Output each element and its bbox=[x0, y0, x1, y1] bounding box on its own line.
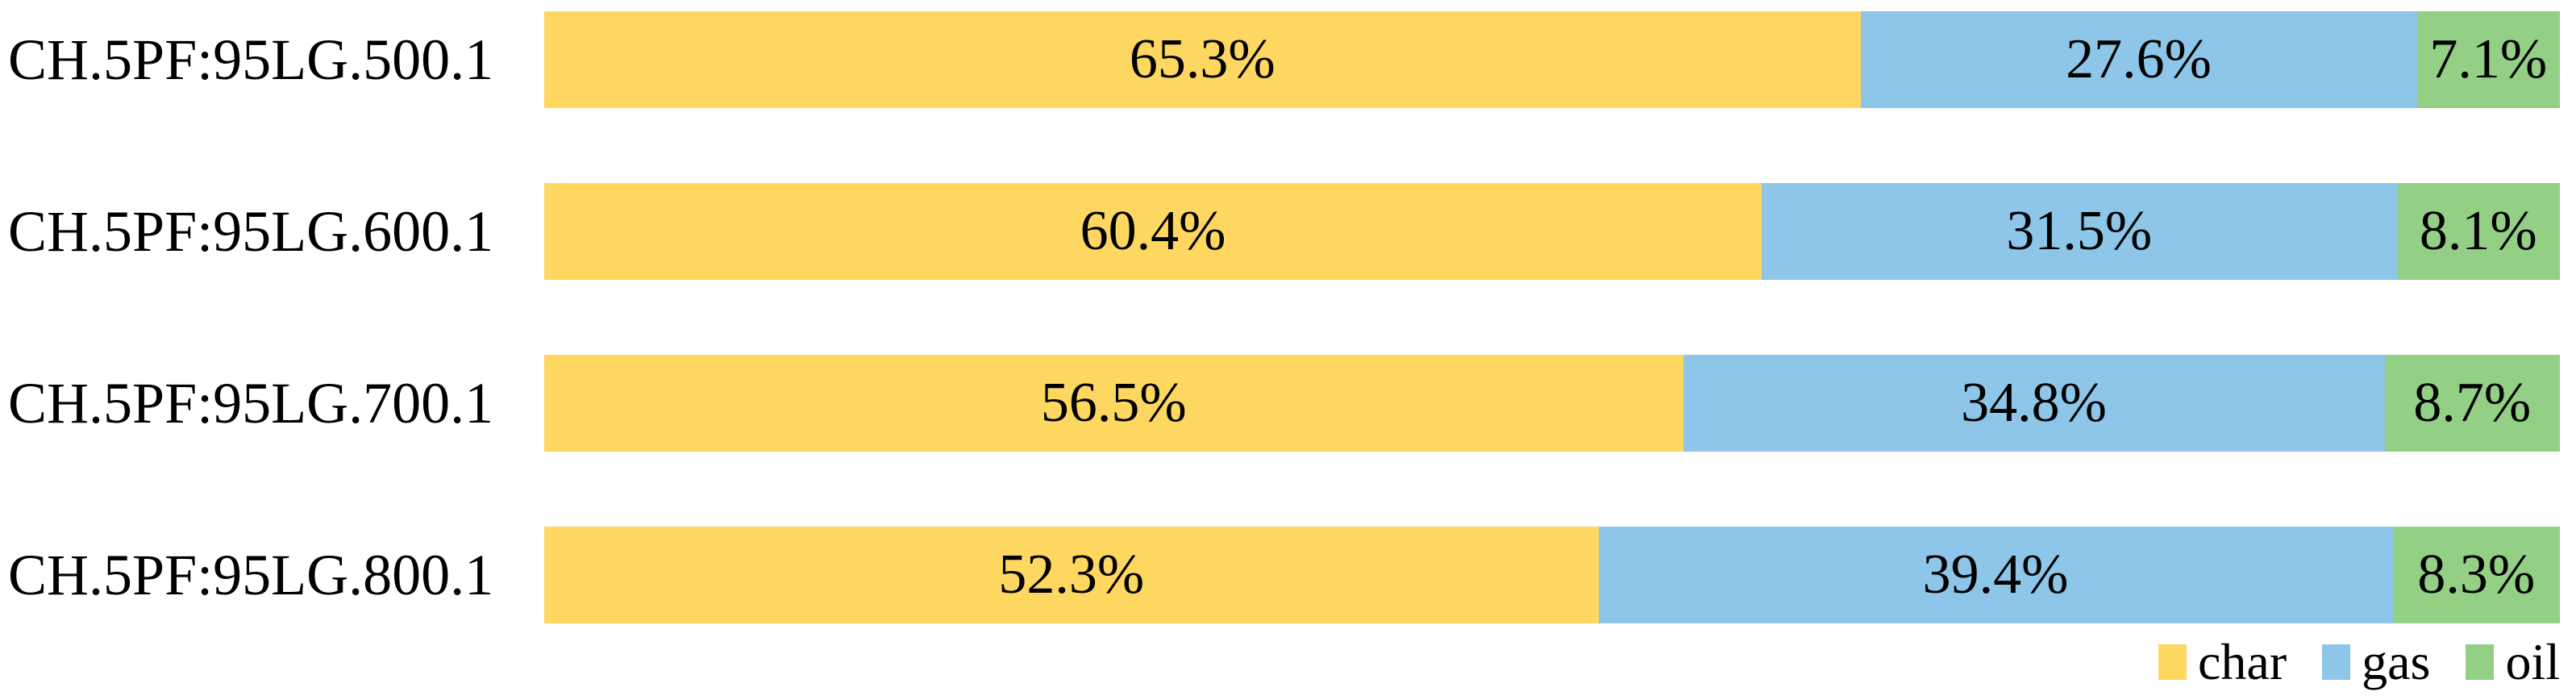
char-swatch-icon bbox=[2158, 644, 2187, 680]
segment-value-label: 31.5% bbox=[2006, 200, 2153, 262]
segment-value-label: 34.8% bbox=[1961, 372, 2107, 434]
legend-item-gas: gas bbox=[2322, 632, 2431, 690]
stacked-bar: 56.5% 34.8% 8.7% bbox=[544, 355, 2560, 452]
bar-segment-oil: 8.1% bbox=[2396, 183, 2560, 280]
oil-swatch-icon bbox=[2466, 644, 2495, 680]
legend-item-char: char bbox=[2158, 632, 2287, 690]
legend-label: oil bbox=[2505, 632, 2560, 690]
segment-value-label: 27.6% bbox=[2066, 28, 2212, 90]
chart-row: CH.5PF:95LG.700.1 56.5% 34.8% 8.7% bbox=[0, 355, 2576, 452]
stacked-bar: 60.4% 31.5% 8.1% bbox=[544, 183, 2560, 280]
bar-segment-gas: 31.5% bbox=[1762, 183, 2397, 280]
bar-segment-oil: 8.3% bbox=[2392, 527, 2560, 623]
category-label: CH.5PF:95LG.500.1 bbox=[8, 27, 494, 92]
segment-value-label: 65.3% bbox=[1129, 28, 1276, 90]
chart-row: CH.5PF:95LG.800.1 52.3% 39.4% 8.3% bbox=[0, 527, 2576, 623]
category-label: CH.5PF:95LG.800.1 bbox=[8, 543, 494, 607]
segment-value-label: 8.1% bbox=[2419, 200, 2537, 262]
segment-value-label: 8.3% bbox=[2417, 544, 2536, 606]
legend-label: char bbox=[2198, 632, 2287, 690]
segment-value-label: 8.7% bbox=[2413, 372, 2532, 434]
bar-segment-oil: 8.7% bbox=[2384, 355, 2560, 452]
bar-segment-char: 52.3% bbox=[544, 527, 1599, 623]
bar-segment-gas: 39.4% bbox=[1598, 527, 2393, 623]
legend: char gas oil bbox=[0, 623, 2576, 700]
bar-segment-gas: 27.6% bbox=[1860, 11, 2417, 108]
gas-swatch-icon bbox=[2322, 644, 2351, 680]
segment-value-label: 56.5% bbox=[1040, 372, 1187, 434]
stacked-bar: 65.3% 27.6% 7.1% bbox=[544, 11, 2560, 108]
stacked-bar: 52.3% 39.4% 8.3% bbox=[544, 527, 2560, 623]
segment-value-label: 7.1% bbox=[2429, 28, 2548, 90]
bar-rows: CH.5PF:95LG.500.1 65.3% 27.6% 7.1% CH.5PF:… bbox=[0, 11, 2576, 623]
segment-value-label: 52.3% bbox=[998, 544, 1145, 606]
legend-label: gas bbox=[2362, 632, 2431, 690]
bar-segment-gas: 34.8% bbox=[1683, 355, 2385, 452]
bar-segment-char: 56.5% bbox=[544, 355, 1683, 452]
bar-segment-char: 60.4% bbox=[544, 183, 1762, 280]
chart-row: CH.5PF:95LG.600.1 60.4% 31.5% 8.1% bbox=[0, 183, 2576, 280]
bar-segment-oil: 7.1% bbox=[2416, 11, 2560, 108]
chart-row: CH.5PF:95LG.500.1 65.3% 27.6% 7.1% bbox=[0, 11, 2576, 108]
legend-item-oil: oil bbox=[2466, 632, 2560, 690]
segment-value-label: 60.4% bbox=[1080, 200, 1226, 262]
category-label: CH.5PF:95LG.600.1 bbox=[8, 199, 494, 264]
segment-value-label: 39.4% bbox=[1922, 544, 2069, 606]
category-label: CH.5PF:95LG.700.1 bbox=[8, 371, 494, 435]
bar-segment-char: 65.3% bbox=[544, 11, 1861, 108]
